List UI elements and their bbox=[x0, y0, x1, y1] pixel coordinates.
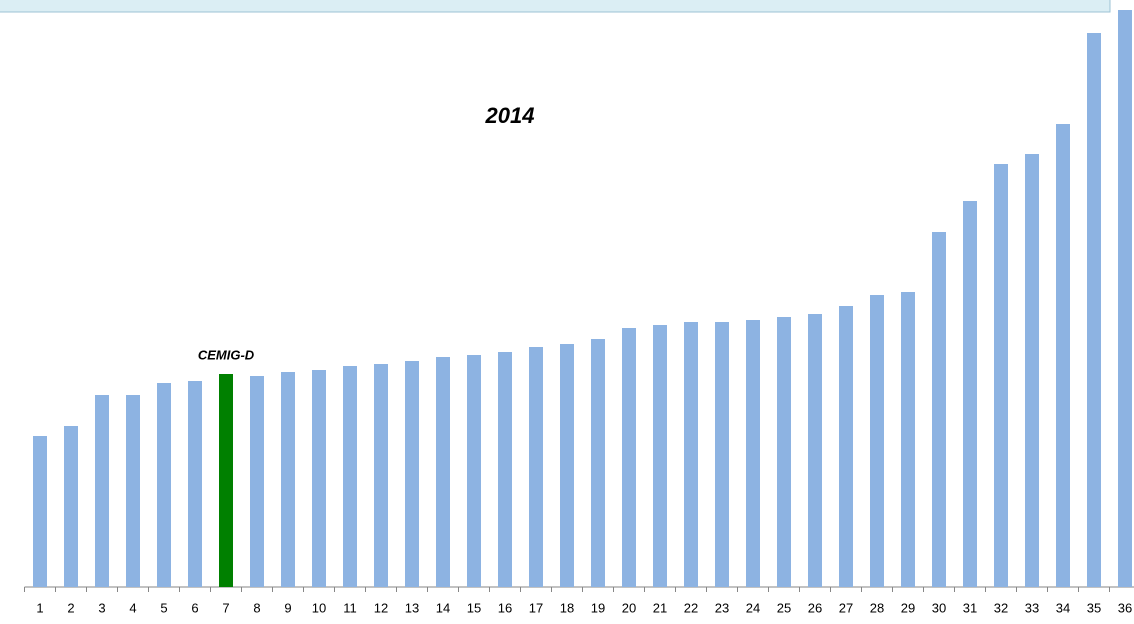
x-tick-label: 27 bbox=[839, 600, 853, 615]
x-tick-label: 4 bbox=[129, 600, 136, 615]
x-tick-label: 10 bbox=[312, 600, 326, 615]
bar bbox=[33, 436, 47, 587]
x-tick-label: 2 bbox=[67, 600, 74, 615]
bar bbox=[95, 395, 109, 587]
x-tick-label: 33 bbox=[1025, 600, 1039, 615]
x-tick-label: 7 bbox=[222, 600, 229, 615]
x-tick-label: 16 bbox=[498, 600, 512, 615]
bar bbox=[405, 361, 419, 587]
bar bbox=[312, 370, 326, 587]
bar bbox=[994, 164, 1008, 587]
bar bbox=[901, 292, 915, 587]
x-tick-label: 5 bbox=[160, 600, 167, 615]
bar bbox=[715, 322, 729, 587]
bar bbox=[653, 325, 667, 587]
x-tick-label: 17 bbox=[529, 600, 543, 615]
bar bbox=[281, 372, 295, 587]
bar bbox=[157, 383, 171, 587]
bar bbox=[529, 347, 543, 587]
x-tick-label: 6 bbox=[191, 600, 198, 615]
bar bbox=[188, 381, 202, 587]
bar bbox=[498, 352, 512, 587]
x-tick-label: 35 bbox=[1087, 600, 1101, 615]
x-tick-label: 26 bbox=[808, 600, 822, 615]
x-tick-label: 14 bbox=[436, 600, 450, 615]
bar bbox=[591, 339, 605, 587]
x-tick-label: 20 bbox=[622, 600, 636, 615]
x-tick-label: 24 bbox=[746, 600, 760, 615]
x-tick-label: 30 bbox=[932, 600, 946, 615]
bar bbox=[1118, 10, 1132, 587]
bar bbox=[746, 320, 760, 587]
x-tick-label: 23 bbox=[715, 600, 729, 615]
bar bbox=[622, 328, 636, 587]
bar bbox=[777, 317, 791, 587]
x-tick-label: 3 bbox=[98, 600, 105, 615]
bar bbox=[250, 376, 264, 587]
x-tick-label: 28 bbox=[870, 600, 884, 615]
bar bbox=[808, 314, 822, 587]
top-banner bbox=[0, 0, 1111, 13]
x-tick-label: 12 bbox=[374, 600, 388, 615]
x-tick-label: 31 bbox=[963, 600, 977, 615]
bar bbox=[684, 322, 698, 587]
bar bbox=[126, 395, 140, 587]
bar bbox=[1056, 124, 1070, 587]
bar bbox=[1025, 154, 1039, 587]
bar bbox=[870, 295, 884, 587]
bar bbox=[64, 426, 78, 587]
bar bbox=[839, 306, 853, 587]
x-tick-label: 1 bbox=[36, 600, 43, 615]
x-tick-label: 9 bbox=[284, 600, 291, 615]
x-tick-label: 29 bbox=[901, 600, 915, 615]
x-tick-label: 19 bbox=[591, 600, 605, 615]
x-tick-label: 36 bbox=[1118, 600, 1132, 615]
bar bbox=[932, 232, 946, 587]
bar bbox=[1087, 33, 1101, 587]
x-tick-label: 34 bbox=[1056, 600, 1070, 615]
x-tick-label: 32 bbox=[994, 600, 1008, 615]
bar bbox=[219, 374, 233, 587]
x-tick-label: 21 bbox=[653, 600, 667, 615]
bar bbox=[963, 201, 977, 587]
x-tick-label: 25 bbox=[777, 600, 791, 615]
bar bbox=[374, 364, 388, 587]
x-tick-label: 13 bbox=[405, 600, 419, 615]
bar bbox=[436, 357, 450, 587]
bar bbox=[467, 355, 481, 587]
bar bbox=[343, 366, 357, 587]
x-tick-label: 11 bbox=[343, 600, 357, 615]
bar bbox=[560, 344, 574, 587]
x-tick-label: 8 bbox=[253, 600, 260, 615]
x-tick-label: 18 bbox=[560, 600, 574, 615]
x-tick-label: 15 bbox=[467, 600, 481, 615]
chart-title: 2014 bbox=[485, 103, 535, 128]
x-tick-label: 22 bbox=[684, 600, 698, 615]
bar-annotation: CEMIG-D bbox=[198, 347, 255, 362]
